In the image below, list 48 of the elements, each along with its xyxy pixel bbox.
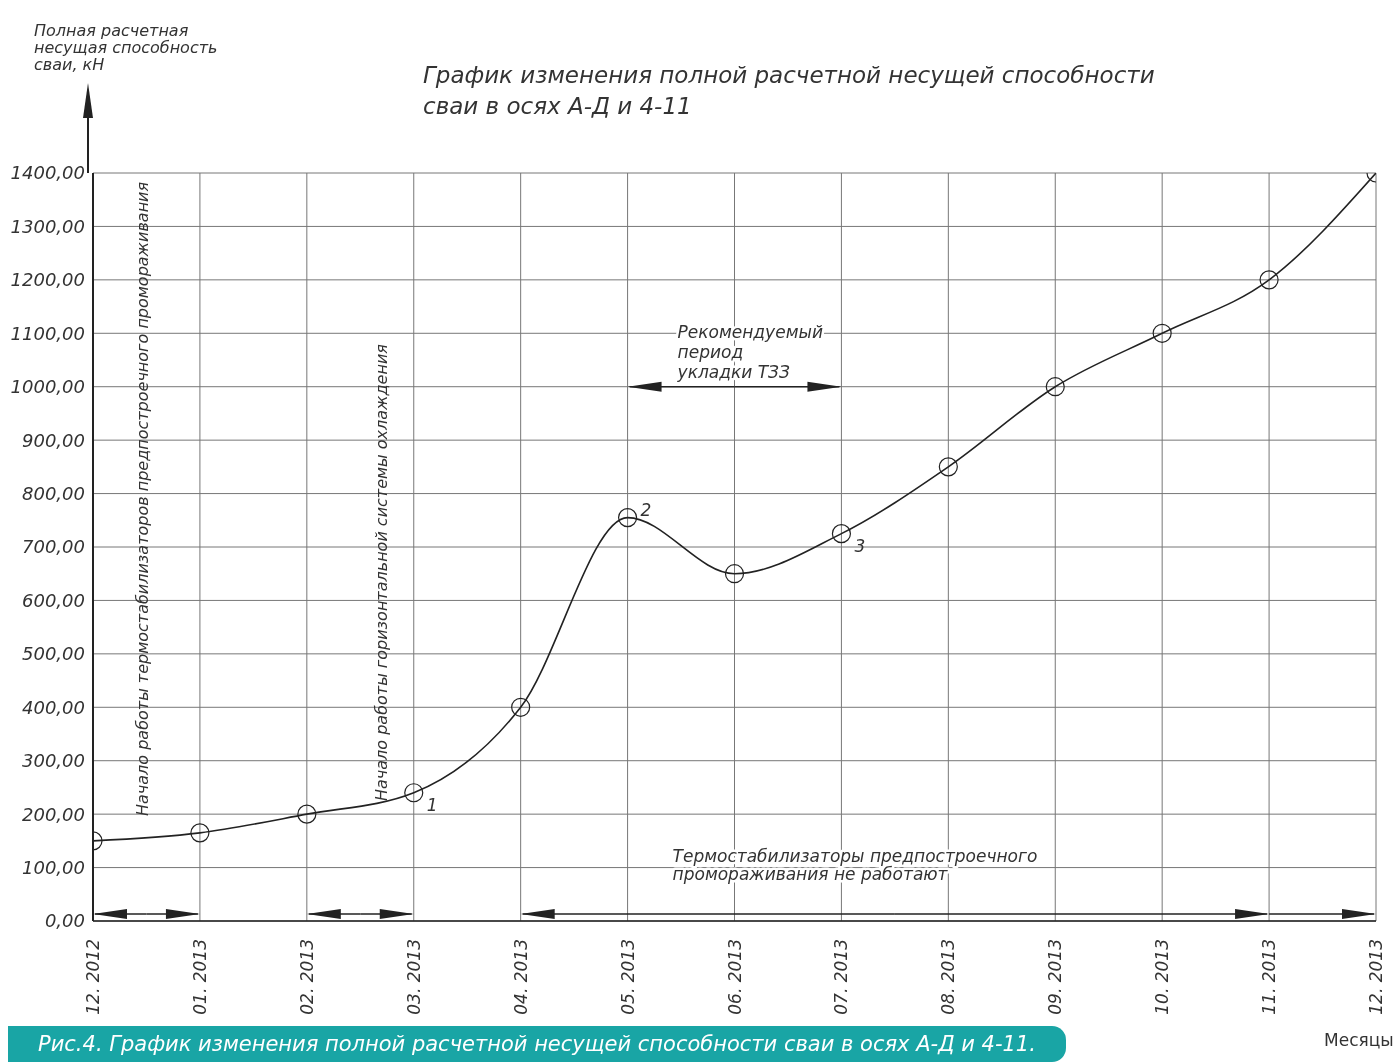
y-tick-label: 700,00 — [22, 536, 85, 558]
annotation: Начало работы термостабилизаторов предпостроечного промораживания — [133, 181, 152, 816]
point — [297, 804, 317, 824]
y-tick-label: 300,00 — [22, 750, 85, 772]
x-tick-label: 08. 2013 — [938, 939, 959, 1015]
point — [404, 783, 424, 803]
x-tick-label: 03. 2013 — [403, 939, 424, 1015]
y-tick-label: 1000,00 — [10, 376, 85, 398]
x-tick-label: 05. 2013 — [617, 939, 638, 1015]
x-tick-label: 12. 2012 — [83, 939, 103, 1015]
x-tick-label: 04. 2013 — [510, 939, 531, 1015]
point — [1045, 377, 1065, 397]
x-tick-label: 06. 2013 — [724, 939, 745, 1015]
point — [617, 508, 638, 528]
point — [724, 564, 745, 584]
y-tick-label: 1100,00 — [10, 322, 85, 344]
text: Рис.4. График изменения полной расчетной несущей способности сваи в осях А-Д и 4-11. — [8, 1026, 1066, 1062]
annotation: 3 — [854, 535, 866, 556]
text: Полная расчетная несущая способность сваи, кН — [34, 21, 218, 74]
y-tick-label: 900,00 — [22, 429, 85, 451]
y-tick-label: 1400,00 — [10, 162, 85, 184]
point — [1259, 270, 1279, 290]
point — [190, 823, 210, 843]
x-tick-label: 12. 2013 — [1366, 939, 1386, 1015]
point — [831, 524, 852, 544]
y-tick-label: 400,00 — [22, 696, 85, 718]
y-tick-label: 800,00 — [22, 482, 85, 504]
point — [938, 457, 958, 477]
x-tick-label: 02. 2013 — [296, 939, 317, 1015]
y-tick-label: 1300,00 — [10, 215, 85, 237]
annotation: Начало работы горизонтальной системы охлаждения — [371, 343, 391, 801]
y-tick-label: 500,00 — [22, 643, 85, 665]
y-tick-label: 100,00 — [22, 856, 85, 878]
x-axis-title: Месяцы — [1324, 1030, 1394, 1050]
x-tick-label: 11. 2013 — [1259, 939, 1280, 1015]
point — [1152, 323, 1172, 343]
x-tick-label: 01. 2013 — [189, 939, 210, 1015]
y-tick-label: 200,00 — [22, 803, 85, 825]
y-tick-label: 600,00 — [22, 589, 85, 611]
x-tick-label: 10. 2013 — [1152, 939, 1173, 1015]
chart-title: График изменения полной расчетной несущей способности сваи в осях А-Д и 4-11 — [423, 61, 1155, 121]
x-tick-label: 07. 2013 — [831, 939, 852, 1015]
annotation: 2 — [640, 499, 652, 520]
point — [511, 697, 531, 717]
x-tick-label: 09. 2013 — [1045, 939, 1066, 1015]
y-tick-label: 1200,00 — [10, 269, 85, 291]
y-tick-label: 0,00 — [44, 910, 85, 932]
annotation: 1 — [426, 794, 438, 815]
